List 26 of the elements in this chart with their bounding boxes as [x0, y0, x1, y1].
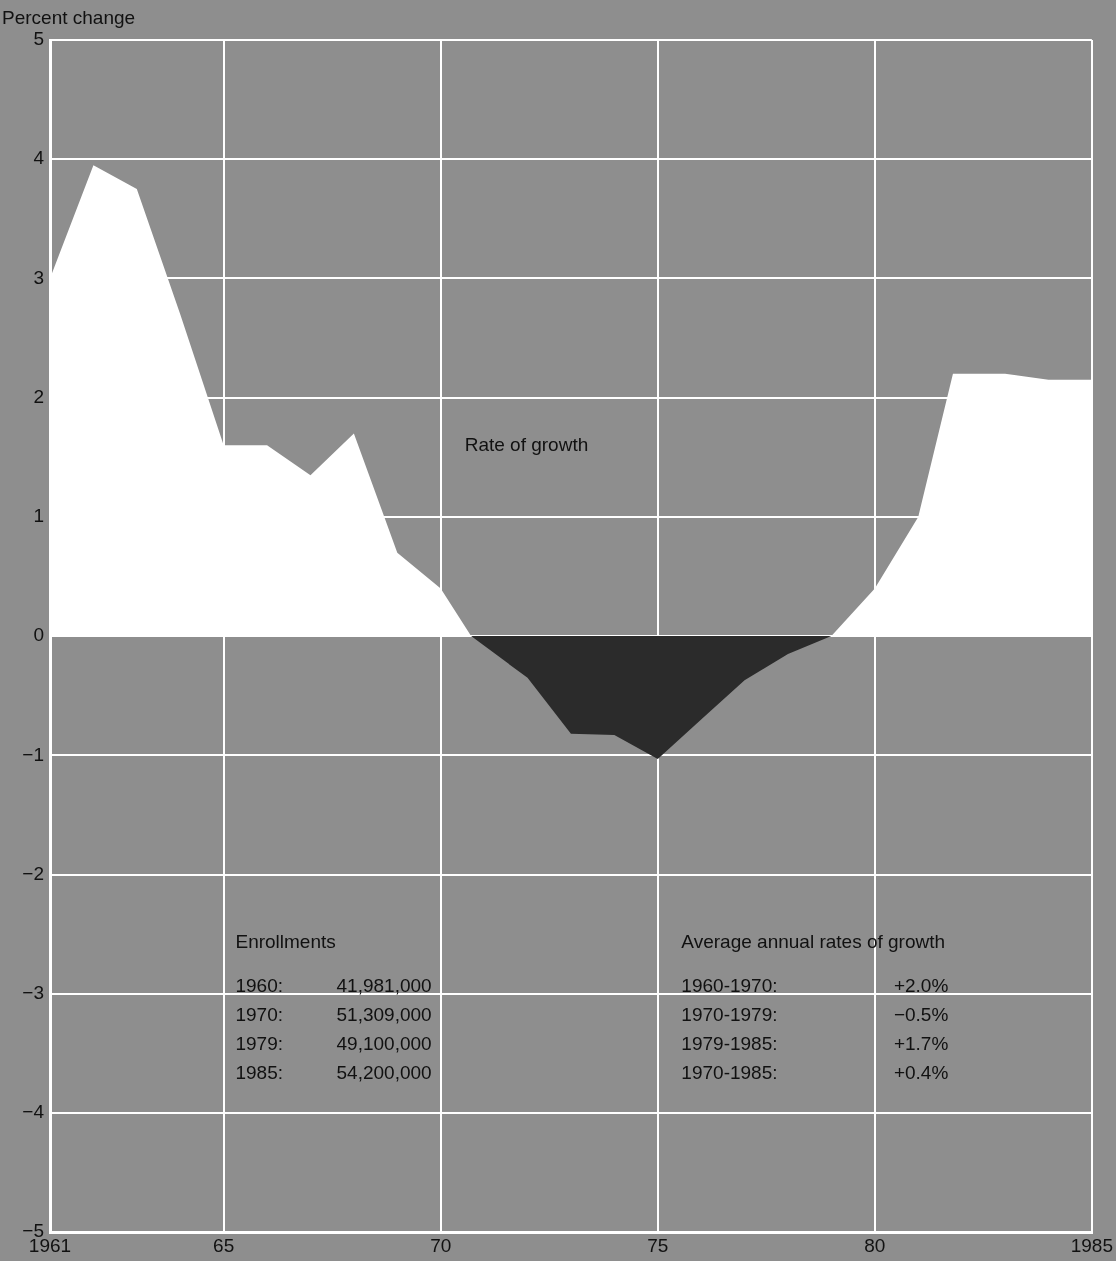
y-tick-label: 3 [33, 266, 44, 288]
text: 1970: 51,309,000 [235, 1004, 432, 1026]
text: 1985: 54,200,000 [235, 1062, 432, 1084]
x-tick-label: 80 [864, 1234, 886, 1256]
x-tick-label: 75 [647, 1234, 669, 1256]
y-tick-label: 4 [33, 147, 45, 169]
y-tick-label: 2 [33, 385, 44, 407]
y-tick-label: −3 [22, 981, 44, 1003]
annotation: Enrollments [235, 931, 336, 953]
text: 1970-1979: −0.5% [681, 1004, 949, 1026]
x-tick-label: 70 [430, 1234, 452, 1256]
text: 1979: 49,100,000 [235, 1033, 432, 1055]
y-tick-label: 0 [33, 624, 44, 646]
y-axis-title: Percent change [2, 7, 136, 28]
y-tick-label: 1 [33, 505, 44, 527]
y-tick-label: −2 [22, 862, 44, 884]
y-tick-label: −4 [22, 1101, 45, 1123]
text: 1979-1985: +1.7% [681, 1033, 949, 1055]
text: 1960-1970: +2.0% [681, 975, 949, 997]
y-tick-label: −1 [22, 743, 44, 765]
text: Rate of growth [464, 434, 589, 456]
x-tick-label: 65 [213, 1234, 235, 1256]
y-tick-label: 5 [33, 28, 44, 50]
x-tick-label: 1985 [1070, 1234, 1114, 1256]
text: 1960: 41,981,000 [235, 975, 432, 997]
text: 1970-1985: +0.4% [681, 1062, 949, 1084]
